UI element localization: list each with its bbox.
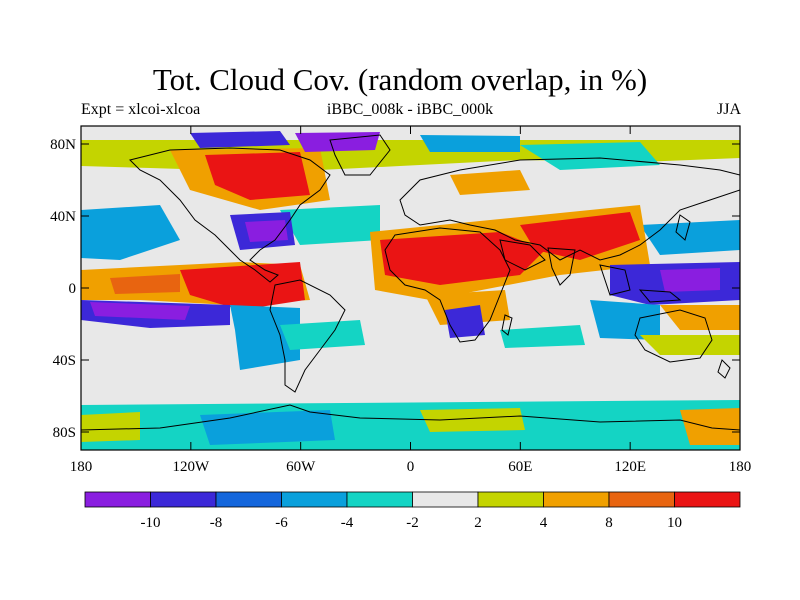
anomaly-patch [295,132,380,152]
colorbar-level-label: 2 [474,515,482,531]
anomaly-patch [200,410,335,445]
colorbar-swatch [215,491,282,508]
y-tick-label: 0 [69,281,77,297]
anomaly-patch [680,408,740,445]
anomaly-patch [81,205,180,260]
season-label: JJA [716,101,741,118]
colorbar-swatch [674,491,741,508]
coastline [501,314,513,336]
coastline [638,289,682,303]
colorbar-level-label: -6 [275,515,288,531]
coastline [634,309,713,363]
anomaly-patch [230,305,300,370]
anomaly-patch [590,300,660,340]
coastline [399,157,740,261]
colorbar-swatch [477,491,544,508]
x-tick-label: 60W [286,459,316,475]
experiment-label: Expt = xlcoi-xlcoa [81,101,201,118]
colorbar: -10 -8 -6 -4 -2 2 4 8 10 [84,491,741,531]
anomaly-patch [640,335,740,355]
map-plot-area [81,126,740,450]
colorbar-level-label: -2 [406,515,419,531]
x-tick-label: 0 [407,459,415,475]
colorbar-swatch [84,491,151,508]
anomaly-patch [180,262,305,310]
x-tick-label: 180 [729,459,752,475]
anomaly-patch [205,152,310,200]
anomaly-patch [520,142,660,170]
x-tick-label: 120W [172,459,210,475]
coastlines [81,134,740,431]
y-tick-label: 40N [50,209,76,225]
anomaly-patch [280,205,380,245]
figure-title: Tot. Cloud Cov. (random overlap, in %) [152,62,648,97]
coastline [384,227,511,343]
colorbar-level-label: 4 [540,515,548,531]
anomaly-patch [420,408,525,432]
colorbar-level-label: -10 [141,515,161,531]
anomaly-patch [445,305,485,338]
x-tick-label: 180 [70,459,93,475]
anomaly-patch [660,268,720,292]
y-tick-label: 40S [53,353,76,369]
colorbar-level-label: 8 [605,515,613,531]
colorbar-level-label: -8 [210,515,223,531]
colorbar-swatch [608,491,675,508]
colorbar-swatch [543,491,610,508]
coastline [599,264,631,296]
anomaly-patch [500,325,585,348]
anomaly-patch [110,274,180,294]
colorbar-swatch [281,491,348,508]
colorbar-level-label: -4 [341,515,354,531]
anomaly-field [81,131,740,450]
colorbar-level-label: 10 [667,515,682,531]
colorbar-swatch [346,491,413,508]
coastline [547,247,576,286]
colorbar-swatch [412,491,479,508]
coastline [81,404,740,431]
colorbar-swatch [150,491,217,508]
coastline [499,239,546,271]
y-tick-label: 80S [53,425,76,441]
anomaly-patch [420,135,520,152]
coastline [129,147,331,283]
coastline [675,214,691,241]
anomaly-patch [380,232,545,285]
anomaly-patch [90,302,190,320]
anomaly-patch [190,131,290,148]
anomaly-patch [450,170,530,195]
comparison-label: iBBC_008k - iBBC_000k [326,101,494,118]
anomaly-patch [660,305,740,330]
coastline [269,279,346,393]
x-tick-label: 60E [508,459,532,475]
anomaly-patch [280,320,365,350]
anomaly-patch [640,220,740,255]
coastline [717,359,731,379]
anomaly-patch [81,412,140,442]
x-tick-label: 120E [614,459,646,475]
axis-ticks: 180 120W 60W 0 60E 120E 180 80N 40N 0 40S 80S [50,126,751,475]
y-tick-label: 80N [50,137,76,153]
coastline [329,134,391,176]
